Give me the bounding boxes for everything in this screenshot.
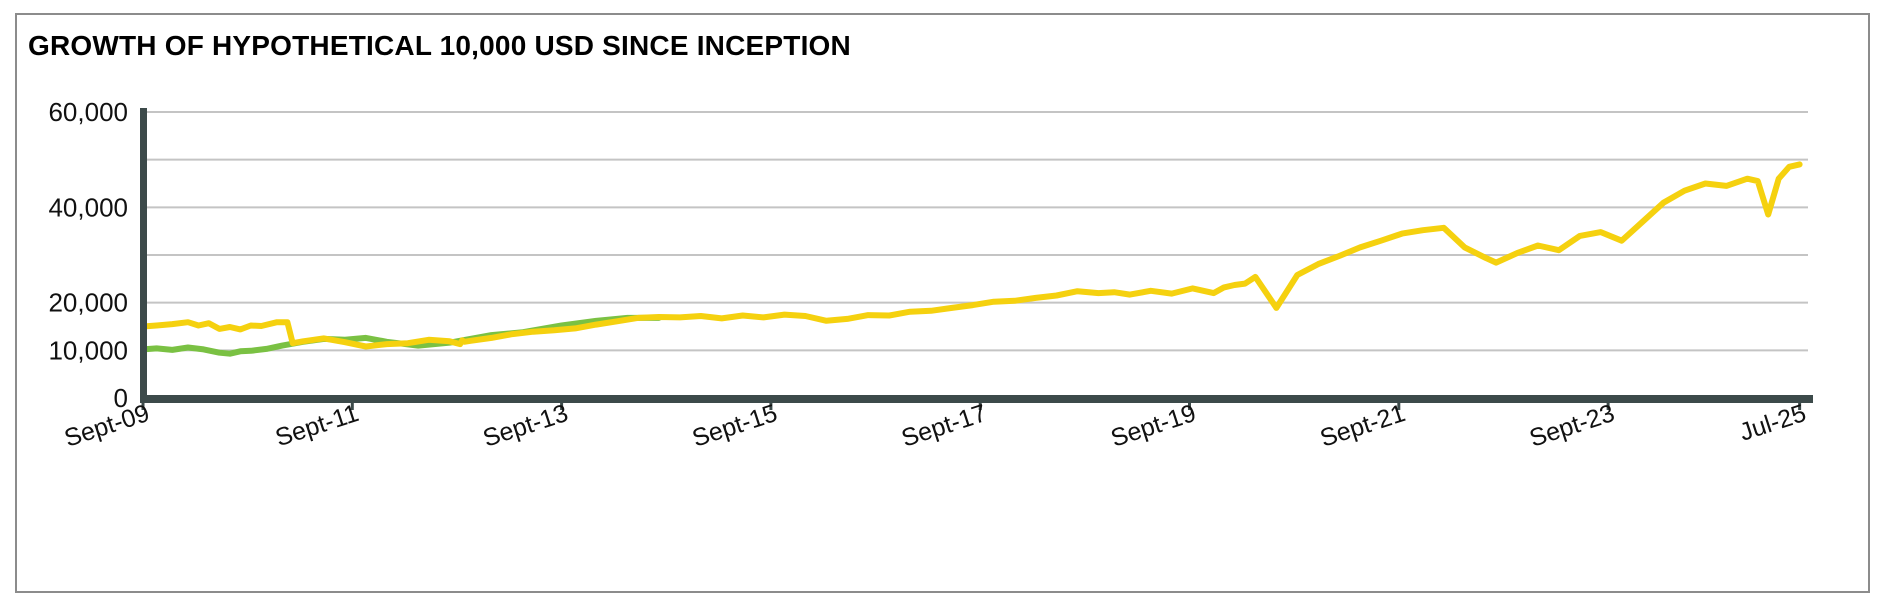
x-tick-label: Sept-13: [480, 399, 572, 453]
gridlines: [143, 111, 1808, 352]
x-tick-label: Sept-23: [1526, 399, 1618, 453]
x-tick-label: Sept-17: [898, 399, 990, 453]
y-tick-label: 10,000: [48, 335, 128, 365]
x-tick-label: Sept-19: [1107, 399, 1199, 453]
x-tick-label: Sept-11: [272, 399, 362, 452]
x-tick-label: Sept-21: [1317, 399, 1409, 453]
x-tick-label: Jul-25: [1736, 399, 1809, 447]
y-tick-label: 0: [114, 383, 128, 413]
x-axis-line: [140, 395, 1813, 403]
chart-title: GROWTH OF HYPOTHETICAL 10,000 USD SINCE …: [28, 30, 851, 61]
y-tick-label: 40,000: [48, 192, 128, 222]
x-tick-label: Sept-09: [61, 399, 153, 453]
y-axis-line: [140, 108, 147, 401]
x-tick-labels: Sept-09 Sept-11 Sept-13 Sept-15 Sept-17 Sept-…: [61, 399, 1810, 453]
y-tick-label: 20,000: [48, 288, 128, 318]
series-lines: [140, 161, 1803, 357]
series-line-1: [140, 314, 662, 357]
y-tick-labels: 60,000 40,000 20,000 10,000 0: [48, 97, 128, 413]
y-tick-label: 60,000: [48, 97, 128, 127]
x-tick-label: Sept-15: [689, 399, 781, 453]
series-line-2: [140, 161, 1803, 350]
